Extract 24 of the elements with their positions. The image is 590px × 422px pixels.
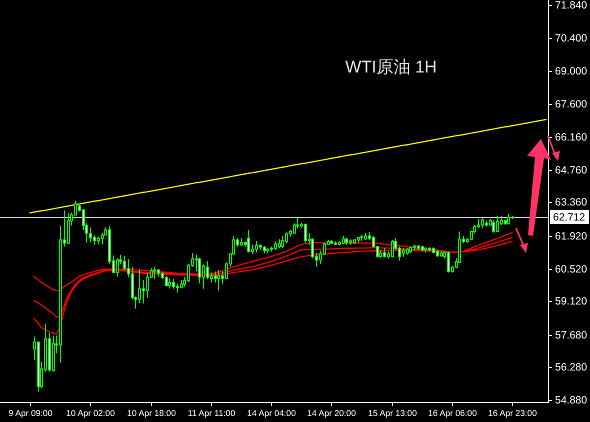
xtick-label: 14 Apr 20:00 bbox=[307, 408, 356, 418]
ytick-label: 59.120 bbox=[555, 296, 588, 308]
ytick-label: 57.680 bbox=[555, 330, 588, 342]
ytick-label: 56.280 bbox=[555, 362, 588, 374]
ref-line-label: 62.712 bbox=[553, 212, 586, 224]
xtick-label: 16 Apr 23:00 bbox=[488, 408, 537, 418]
xtick-label: 11 Apr 11:00 bbox=[188, 408, 236, 418]
ytick-label: 54.880 bbox=[555, 394, 588, 406]
ytick-label: 63.360 bbox=[555, 196, 588, 208]
xtick-label: 10 Apr 02:00 bbox=[66, 408, 115, 418]
title: WTI原油 1H bbox=[345, 58, 437, 77]
xtick-label: 14 Apr 04:00 bbox=[247, 408, 296, 418]
xtick-label: 9 Apr 09:00 bbox=[8, 408, 52, 418]
ytick-label: 60.520 bbox=[555, 264, 588, 276]
ytick-label: 64.760 bbox=[555, 164, 588, 176]
xtick-label: 10 Apr 18:00 bbox=[127, 408, 176, 418]
ytick-label: 61.920 bbox=[555, 230, 588, 242]
xtick-label: 15 Apr 13:00 bbox=[368, 408, 417, 418]
xtick-label: 16 Apr 06:00 bbox=[428, 408, 477, 418]
ytick-label: 69.000 bbox=[555, 66, 588, 78]
ytick-label: 66.160 bbox=[555, 132, 588, 144]
ytick-label: 70.400 bbox=[555, 32, 588, 44]
ytick-label: 67.600 bbox=[555, 98, 588, 110]
ytick-label: 71.840 bbox=[555, 0, 588, 12]
